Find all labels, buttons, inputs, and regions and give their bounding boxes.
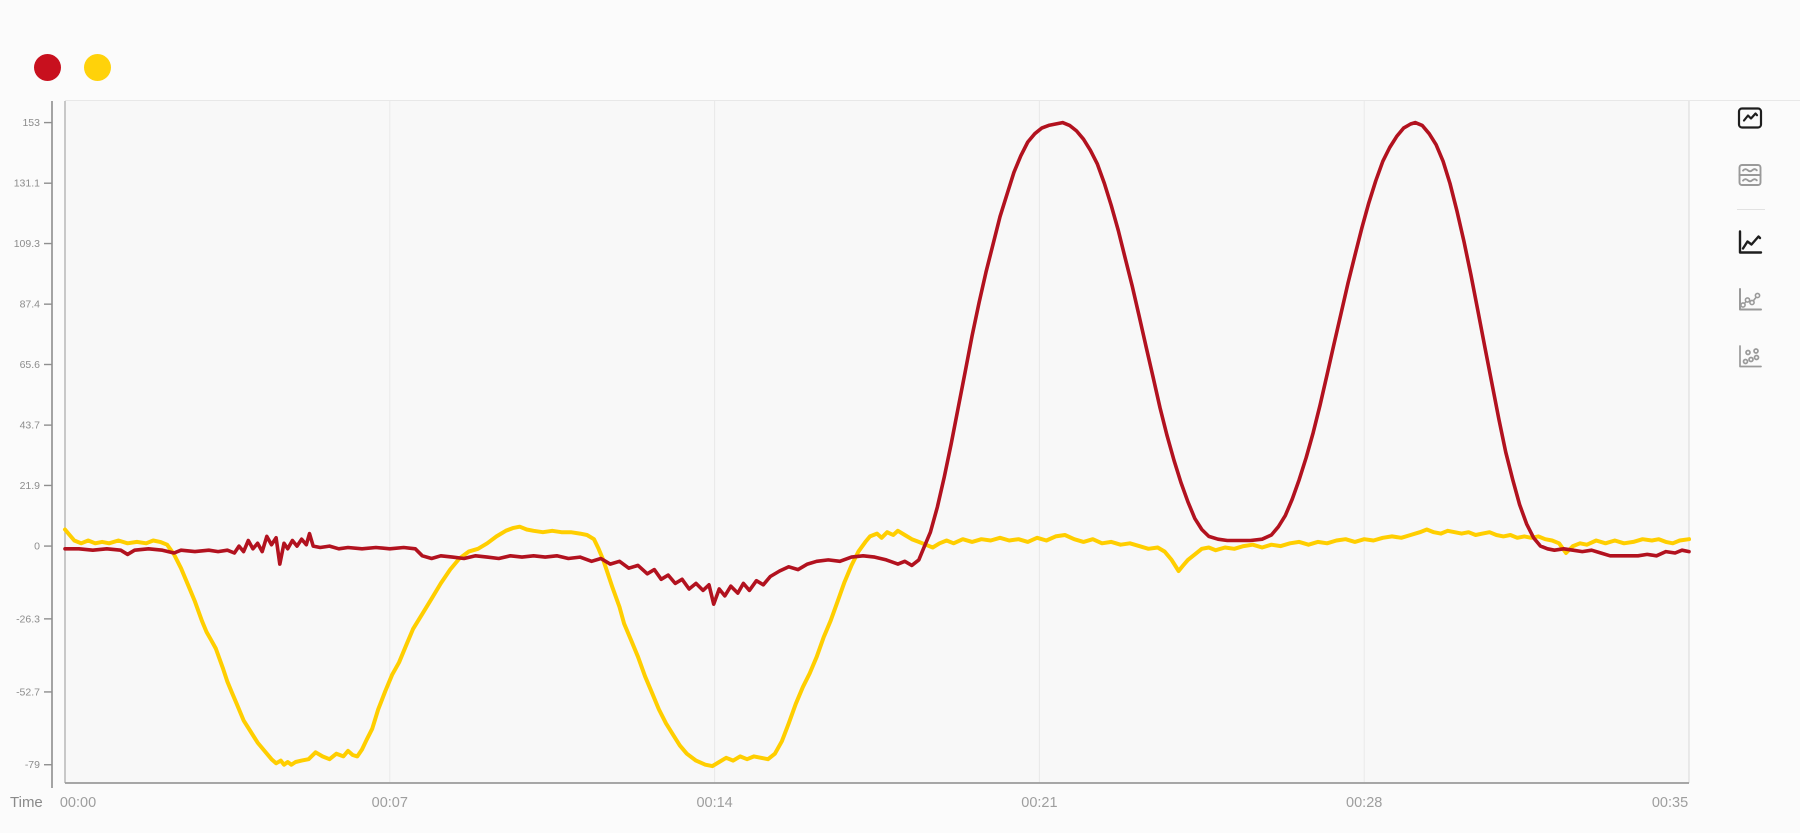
legend — [34, 54, 111, 81]
y-tick-label: 21.9 — [20, 480, 41, 492]
y-tick-label: 43.7 — [20, 420, 41, 432]
y-tick-label: -79 — [25, 759, 40, 771]
scatter-chart-button[interactable] — [1732, 338, 1768, 374]
x-tick-label: 00:35 — [1652, 795, 1688, 811]
line-chart-button[interactable] — [1732, 224, 1768, 260]
legend-red-toggle[interactable] — [34, 54, 61, 81]
combined-chart-button[interactable] — [1732, 100, 1768, 136]
red-series-dot-icon — [34, 54, 61, 81]
y-tick-label: -26.3 — [16, 613, 40, 625]
x-tick-label: 00:14 — [696, 795, 732, 811]
line-markers-chart-icon — [1735, 284, 1765, 314]
y-tick-label: -52.7 — [16, 686, 40, 698]
x-tick-label: 00:28 — [1346, 795, 1382, 811]
x-tick-label: 00:07 — [372, 795, 408, 811]
plot-borders — [64, 100, 1800, 784]
y-tick-label: 153 — [22, 117, 40, 129]
split-chart-button[interactable] — [1732, 157, 1768, 193]
x-tick-label: 00:21 — [1021, 795, 1057, 811]
y-axis: 153 131.1 109.3 87.4 65.6 43.7 21.9 0 -26.3 -52.7… — [14, 101, 53, 788]
yellow-series-dot-icon — [84, 54, 111, 81]
y-tick-label: 65.6 — [20, 359, 41, 371]
scatter-chart-icon — [1735, 341, 1765, 371]
y-tick-label: 109.3 — [14, 238, 40, 250]
line-markers-chart-button[interactable] — [1732, 281, 1768, 317]
x-tick-label: 00:00 — [60, 795, 96, 811]
y-tick-label: 87.4 — [20, 299, 41, 311]
toolbar-divider — [1737, 209, 1765, 210]
plot-background — [65, 101, 1689, 783]
yellow-series-line — [63, 524, 1691, 769]
y-tick-label: 0 — [34, 541, 40, 553]
series-lines — [63, 120, 1691, 769]
line-chart-icon — [1735, 227, 1765, 257]
combined-chart-icon — [1735, 103, 1765, 133]
x-axis-labels: 00:00 00:07 00:14 00:21 00:28 00:35 — [60, 795, 1688, 811]
y-tick-label: 131.1 — [14, 178, 40, 190]
red-series-line — [63, 120, 1691, 606]
legend-yellow-toggle[interactable] — [84, 54, 111, 81]
x-axis-title: Time — [10, 794, 43, 811]
split-chart-icon — [1735, 160, 1765, 190]
